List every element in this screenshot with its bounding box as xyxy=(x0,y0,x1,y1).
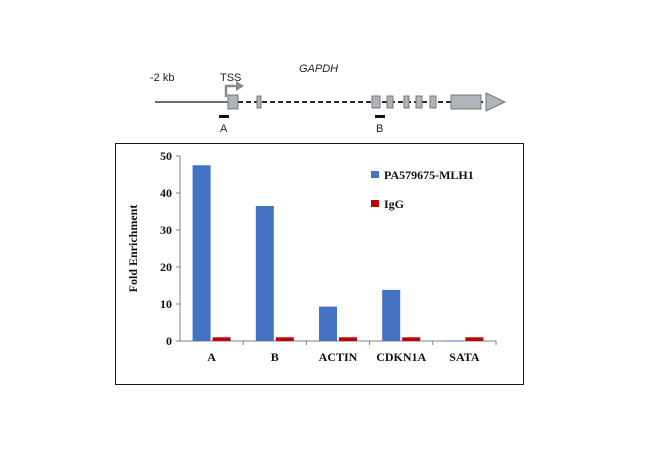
upstream-label: -2 kb xyxy=(150,72,174,84)
legend-label-1: IgG xyxy=(384,197,404,211)
region-b-label: B xyxy=(376,123,383,135)
bar-igg-actin xyxy=(339,337,357,341)
bar-pa579675-mlh1-b xyxy=(255,205,274,341)
gene-diagram: -2 kb TSS GAPDH A B xyxy=(150,63,507,135)
exon-1 xyxy=(227,94,239,110)
region-a-label: A xyxy=(220,123,228,135)
tss-label: TSS xyxy=(220,72,241,84)
chart-frame: 0 10 20 30 40 50 Fold Enrichment A B ACTIN CDKN1A S… xyxy=(115,143,524,385)
y-tick-label-40: 40 xyxy=(160,186,172,200)
exon-4 xyxy=(386,95,394,109)
bar-pa579675-mlh1-a xyxy=(192,165,211,341)
exon-3 xyxy=(371,95,381,109)
exon-7 xyxy=(429,95,437,109)
y-axis-label: Fold Enrichment xyxy=(126,205,140,293)
legend-label-0: PA579675-MLH1 xyxy=(384,168,474,182)
bar-chart: 0 10 20 30 40 50 Fold Enrichment A B ACTIN CDKN1A S… xyxy=(126,149,497,364)
bar-pa579675-mlh1-actin xyxy=(319,306,337,341)
bar-igg-cdkn1a xyxy=(402,337,421,341)
y-tick-label-20: 20 xyxy=(160,260,172,274)
region-b-marker xyxy=(375,115,385,118)
x-tick-label-b: B xyxy=(271,350,279,364)
legend-swatch-0 xyxy=(371,171,379,178)
gene-end-arrow-icon xyxy=(485,92,507,112)
bar-igg-a xyxy=(212,337,231,341)
x-tick-label-actin: ACTIN xyxy=(319,350,358,364)
y-tick-label-30: 30 xyxy=(160,223,172,237)
bar-pa579675-mlh1-sata xyxy=(445,340,464,342)
y-tick-label-0: 0 xyxy=(166,334,172,348)
legend-swatch-1 xyxy=(371,200,379,207)
y-tick-label-50: 50 xyxy=(160,149,172,163)
x-tick-label-cdkn1a: CDKN1A xyxy=(376,350,426,364)
y-tick-label-10: 10 xyxy=(160,297,172,311)
bar-pa579675-mlh1-cdkn1a xyxy=(382,289,401,341)
exon-5 xyxy=(403,95,410,109)
exon-8 xyxy=(450,94,482,110)
bar-igg-b xyxy=(275,337,294,341)
gene-name: GAPDH xyxy=(299,63,338,75)
tss-arrow-icon xyxy=(224,84,238,97)
x-tick-label-sata: SATA xyxy=(449,350,480,364)
bar-igg-sata xyxy=(465,337,484,341)
region-a-marker xyxy=(219,115,229,118)
tss-arrowhead-icon xyxy=(236,81,244,91)
exon-6 xyxy=(415,95,423,109)
exon-2 xyxy=(256,95,262,109)
x-tick-label-a: A xyxy=(207,350,216,364)
